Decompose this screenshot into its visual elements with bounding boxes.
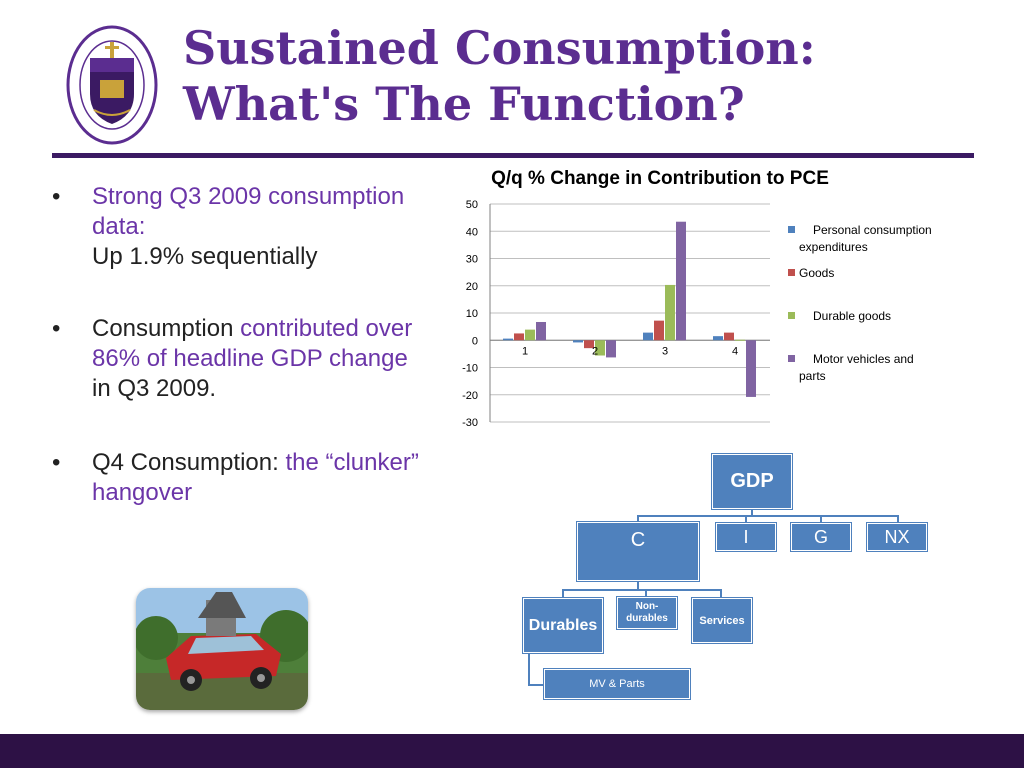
org-box-g: G (791, 523, 851, 551)
y-tick-label: 20 (466, 281, 478, 293)
connector-line (720, 589, 722, 598)
legend-label: expenditures (799, 240, 868, 254)
connector-line (745, 515, 747, 523)
org-box-i: I (716, 523, 776, 551)
bar (735, 339, 745, 341)
bar (724, 332, 734, 341)
clunker-car-illustration (136, 588, 308, 710)
chart-title: Q/q % Change in Contribution to PCE (491, 168, 829, 189)
y-tick-label: 40 (466, 226, 478, 238)
bar (573, 340, 583, 343)
y-tick-label: -30 (462, 417, 478, 429)
org-box-mv-parts: MV & Parts (544, 669, 690, 699)
x-tick-label: 3 (662, 345, 668, 357)
y-tick-label: 0 (472, 335, 478, 347)
y-tick-label: -10 (462, 363, 478, 375)
legend-label: Goods (799, 266, 834, 280)
connector-line (751, 508, 753, 516)
bar (584, 340, 594, 349)
legend-swatch (788, 226, 795, 233)
bar (525, 329, 535, 341)
x-tick-label: 4 (732, 345, 738, 357)
bullet-highlight: the “clunker” hangover (92, 449, 419, 506)
org-box-c: C (577, 522, 699, 581)
bar (713, 336, 723, 341)
org-box-services: Services (692, 598, 752, 643)
x-tick-label: 1 (522, 345, 528, 357)
y-tick-label: -20 (462, 390, 478, 402)
footer-bar (0, 734, 1024, 768)
bullet-dot-icon: • (52, 315, 61, 342)
bar (536, 321, 546, 341)
connector-line (820, 515, 822, 523)
bullet-highlight: Strong Q3 2009 consumption data: (92, 183, 405, 240)
org-box-gdp: GDP (712, 454, 792, 509)
slide-title: Sustained Consumption: What's The Functi… (183, 20, 983, 132)
bar (514, 333, 524, 341)
bar (746, 340, 756, 397)
connector-line (897, 515, 899, 523)
connector-line (637, 515, 639, 522)
bullet-dot-icon: • (52, 449, 61, 476)
legend-swatch (788, 355, 795, 362)
bar (595, 340, 605, 356)
bullet-highlight: contributed over 86% of headline GDP cha… (92, 315, 413, 372)
org-box-nx: NX (867, 523, 927, 551)
legend-swatch (788, 269, 795, 276)
bullet-text-pre: Consumption (92, 315, 241, 342)
bar (676, 221, 686, 341)
connector-line (637, 582, 639, 590)
bullet-text: Up 1.9% sequentially (92, 243, 318, 270)
bullet-dot-icon: • (52, 183, 61, 210)
bullet-item-q3-data: • Strong Q3 2009 consumption data: Up 1.… (50, 182, 430, 272)
connector-line (562, 589, 722, 591)
pce-contribution-chart: Q/q % Change in Contribution to PCE 50 40… (440, 164, 980, 444)
org-box-nondurables: Non-durables (617, 597, 677, 629)
y-tick-label: 30 (466, 254, 478, 266)
connector-line (528, 652, 530, 686)
bar (665, 284, 675, 341)
bar (503, 338, 513, 341)
university-seal-logo (66, 25, 158, 145)
y-tick-label: 10 (466, 308, 478, 320)
org-box-durables: Durables (523, 598, 603, 653)
connector-line (645, 589, 647, 597)
clunker-photo (136, 588, 308, 710)
legend-swatch (788, 312, 795, 319)
slide-title-line2: What's The Function? (183, 77, 745, 131)
chart-svg: 50 40 30 20 10 0 -10 -20 -30 1 2 3 4 Personal consump… (462, 199, 932, 429)
legend-label: Personal consumption (813, 223, 932, 237)
bar (643, 332, 653, 341)
title-divider (52, 153, 974, 158)
bullet-list: • Strong Q3 2009 consumption data: Up 1.… (50, 182, 430, 536)
bar (654, 320, 664, 341)
bullet-item-q4: • Q4 Consumption: the “clunker” hangover (50, 448, 430, 508)
slide-title-line1: Sustained Consumption: (183, 21, 816, 75)
legend-label: Durable goods (813, 309, 891, 323)
connector-line (637, 515, 899, 517)
connector-line (562, 589, 564, 598)
x-tick-label: 2 (592, 345, 598, 357)
bar (606, 340, 616, 358)
legend-label: parts (799, 369, 826, 383)
bullet-item-contribution: • Consumption contributed over 86% of he… (50, 314, 430, 404)
legend-label: Motor vehicles and (813, 352, 914, 366)
connector-line (528, 684, 544, 686)
y-tick-label: 50 (466, 199, 478, 211)
bullet-text-pre: Q4 Consumption: (92, 449, 286, 476)
bullet-text-post: in Q3 2009. (92, 375, 217, 402)
